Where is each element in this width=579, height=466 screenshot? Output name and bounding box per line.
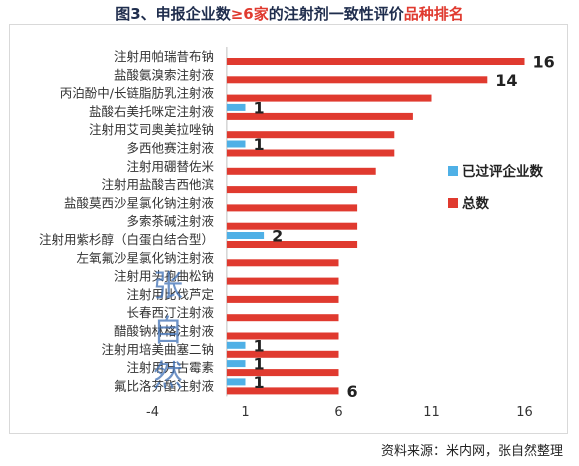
bar-total xyxy=(226,112,413,120)
bar-total xyxy=(226,241,358,248)
bar-total xyxy=(226,76,488,84)
data-label: 1 xyxy=(254,355,265,374)
category-label: 氟比洛芬酯注射液 xyxy=(114,378,215,393)
bar-total xyxy=(226,149,395,157)
category-label: 注射用培美曲塞二钠 xyxy=(101,342,214,357)
category-label: 注射用盐酸吉西他滨 xyxy=(101,177,214,192)
bar-total xyxy=(226,332,339,340)
category-label: 盐酸莫西沙星氯化钠注射液 xyxy=(64,195,215,210)
watermark-char: 张 xyxy=(153,269,183,304)
data-label: 2 xyxy=(272,227,283,246)
bar-chart: 注射用帕瑞昔布钠盐酸氨溴索注射液丙泊酚中/长链脂肪乳注射液盐酸右美托咪定注射液注… xyxy=(39,47,555,420)
category-label: 注射用比伐芦定 xyxy=(126,287,214,302)
bar-total xyxy=(226,314,339,322)
bar-passed xyxy=(226,232,265,239)
data-label: 14 xyxy=(495,71,517,90)
bar-passed xyxy=(226,360,246,368)
bar-passed xyxy=(226,378,246,386)
category-label: 注射用帕瑞昔布钠 xyxy=(114,49,214,64)
title-prefix: 图3、申报企业数 xyxy=(115,5,231,23)
x-tick-label: 1 xyxy=(241,405,249,420)
data-label: 1 xyxy=(254,98,265,117)
category-label: 醋酸钠林格注射液 xyxy=(114,324,215,339)
bar-total xyxy=(226,167,376,175)
bar-total xyxy=(226,204,358,212)
category-label: 注射用紫杉醇（白蛋白结合型） xyxy=(39,232,214,247)
bar-total xyxy=(226,131,395,139)
category-label: 注射用万古霉素 xyxy=(126,360,214,375)
bar-total xyxy=(226,222,358,230)
title-highlight: ≥6家 xyxy=(230,5,269,23)
legend-swatch xyxy=(448,198,458,208)
category-label: 丙泊酚中/长链脂肪乳注射液 xyxy=(60,86,215,101)
category-label: 注射用艾司奥美拉唑钠 xyxy=(89,122,214,137)
category-label: 注射用头孢曲松钠 xyxy=(114,269,214,284)
bar-passed xyxy=(226,140,246,148)
bar-total xyxy=(226,387,339,395)
category-label: 盐酸右美托咪定注射液 xyxy=(89,104,215,119)
x-tick-label: -4 xyxy=(146,405,159,420)
bar-total xyxy=(226,277,339,285)
bar-total xyxy=(226,259,339,267)
bar-passed xyxy=(226,341,246,349)
legend-label: 总数 xyxy=(462,195,489,212)
bar-total xyxy=(226,350,339,358)
x-tick-label: 6 xyxy=(334,405,342,420)
category-label: 多索茶碱注射液 xyxy=(126,214,214,229)
bar-total xyxy=(226,186,358,194)
title-suffix: 品种排名 xyxy=(403,5,464,23)
bar-total xyxy=(226,58,525,65)
data-label: 6 xyxy=(347,382,358,401)
data-label: 1 xyxy=(254,135,265,154)
data-label: 16 xyxy=(533,53,555,72)
chart-frame: 注射用帕瑞昔布钠 盐酸氨溴索注射液 丙泊酚中/长链脂肪乳注射液 盐酸右美托咪定注射液注… xyxy=(9,24,568,434)
category-label: 长春西汀注射液 xyxy=(126,305,214,320)
chart-title: 图3、申报企业数≥6家的注射剂一致性评价品种排名 xyxy=(0,3,579,24)
category-label: 盐酸氨溴索注射液 xyxy=(114,67,215,82)
bar-total xyxy=(226,369,339,377)
legend-swatch xyxy=(448,166,458,176)
title-middle: 的注射剂一致性评价 xyxy=(268,5,404,23)
bar-total xyxy=(226,295,339,303)
watermark-char: 然 xyxy=(153,359,183,394)
category-label: 注射用硼替佐米 xyxy=(126,159,214,174)
category-label: 多西他赛注射液 xyxy=(126,141,214,156)
x-tick-label: 11 xyxy=(423,405,440,420)
data-label: 1 xyxy=(254,336,265,355)
bar-total xyxy=(226,94,432,102)
source-note: 资料来源：米内网，张自然整理 xyxy=(380,444,563,459)
watermark-char: 自 xyxy=(153,314,183,349)
legend-label: 已过评企业数 xyxy=(462,163,543,180)
category-label: 左氧氟沙星氯化钠注射液 xyxy=(76,250,214,265)
data-label: 1 xyxy=(254,373,265,392)
x-tick-label: 16 xyxy=(516,405,533,420)
bar-passed xyxy=(226,103,246,111)
